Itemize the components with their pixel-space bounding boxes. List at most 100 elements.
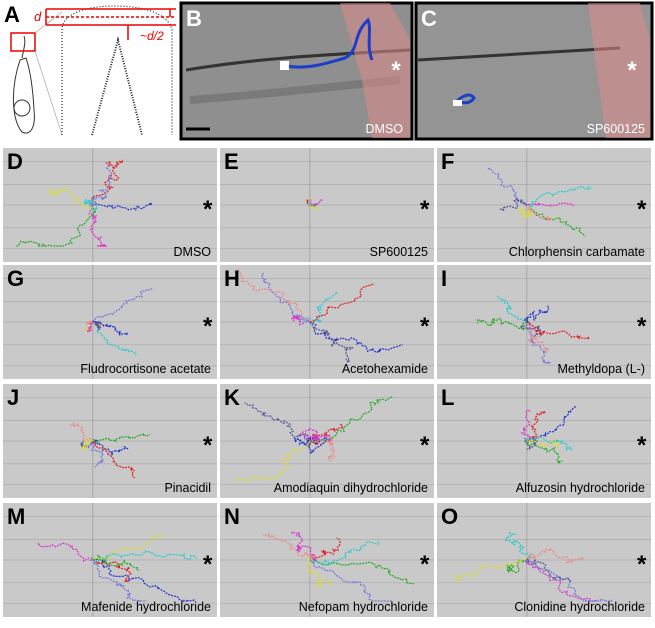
panel-letter: F [441, 149, 454, 174]
condition-label: Pinacidil [164, 481, 211, 495]
track [309, 540, 380, 566]
track [262, 533, 314, 561]
track [453, 557, 528, 581]
condition-label: Nefopam hydrochloride [299, 600, 428, 614]
panel-letter: A [4, 2, 20, 27]
track [70, 422, 94, 442]
condition-label: Fludrocortisone acetate [80, 362, 211, 376]
panel-letter: N [224, 504, 240, 529]
asterisk: * [637, 313, 647, 340]
panel-letter: E [224, 149, 239, 174]
start-marker [453, 100, 462, 106]
condition-label: DMSO [366, 122, 404, 136]
track-plot: M * Mafenide hydrochloride [3, 503, 217, 617]
track [309, 395, 394, 443]
asterisk: * [420, 432, 430, 459]
track [91, 534, 166, 561]
track [92, 558, 195, 602]
track [90, 159, 124, 206]
track-plot: J * Pinacidil [3, 384, 217, 498]
panel-letter: J [7, 385, 19, 410]
asterisk: * [420, 551, 430, 578]
track [92, 559, 132, 583]
track [309, 559, 392, 602]
asterisk: * [203, 432, 213, 459]
track [237, 440, 311, 483]
panel-a: A d ~d/2 [4, 2, 176, 136]
panel-letter: H [224, 266, 240, 291]
track [526, 201, 575, 208]
track [526, 185, 592, 207]
track-plot: L * Alfuzosin hydrochloride [437, 384, 651, 498]
asterisk: * [203, 313, 213, 340]
track [92, 550, 198, 564]
condition-label: Alfuzosin hydrochloride [516, 481, 645, 495]
track [37, 542, 94, 563]
track [285, 17, 374, 69]
track [309, 204, 319, 211]
track-plot: E * SP600125 [220, 148, 434, 262]
yolk [13, 99, 31, 117]
zoom-line [34, 50, 63, 136]
track [16, 204, 97, 247]
track [504, 531, 533, 561]
track-plot: D * DMSO [3, 148, 217, 262]
panel-letter: G [7, 266, 24, 291]
asterisk: * [391, 57, 401, 84]
panel-b: * DMSO B [179, 1, 414, 141]
track [526, 204, 586, 237]
track [526, 321, 550, 352]
track [92, 288, 153, 323]
track [81, 437, 95, 451]
track [520, 409, 532, 442]
asterisk: * [637, 551, 647, 578]
track [90, 440, 105, 468]
condition-label: Mafenide hydrochloride [81, 600, 211, 614]
track-plot: I * Methyldopa (L-) [437, 265, 651, 379]
embryo-outline [12, 57, 35, 134]
track [237, 268, 311, 323]
dim-label: d [34, 9, 42, 24]
panel-letter: C [421, 6, 437, 31]
wound-region [588, 3, 650, 138]
track [309, 283, 375, 323]
track [307, 423, 344, 446]
zoom-box [10, 32, 36, 52]
track [307, 558, 333, 588]
track [291, 531, 317, 563]
track-plot: K * Amodiaquin dihydrochloride [220, 384, 434, 498]
track [89, 163, 113, 206]
panel-letter: M [7, 504, 25, 529]
track [309, 321, 354, 364]
track [86, 321, 94, 333]
track [476, 317, 528, 332]
track [516, 204, 533, 222]
track [309, 321, 403, 354]
notochord [91, 36, 143, 136]
dim-label: ~d/2 [140, 29, 164, 43]
condition-label: Methyldopa (L-) [557, 362, 645, 376]
track [525, 305, 550, 323]
track [48, 186, 95, 210]
track [526, 321, 551, 364]
asterisk: * [637, 432, 647, 459]
track [298, 427, 332, 442]
track [505, 559, 528, 574]
asterisk: * [637, 196, 647, 223]
track [89, 554, 140, 572]
panel-letter: O [441, 504, 458, 529]
track [498, 198, 528, 212]
condition-label: Amodiaquin dihydrochloride [274, 481, 428, 495]
panel-c: * SP600125 C [414, 1, 654, 141]
track-plot: N * Nefopam hydrochloride [220, 503, 434, 617]
tail [21, 35, 26, 59]
track [309, 556, 415, 585]
track [91, 558, 147, 602]
track [309, 436, 337, 462]
panel-letter: K [224, 385, 240, 410]
panel-letter: I [441, 266, 447, 291]
track-plot: G * Fludrocortisone acetate [3, 265, 217, 379]
asterisk: * [420, 196, 430, 223]
track [526, 321, 590, 340]
fin-outline [61, 5, 173, 135]
